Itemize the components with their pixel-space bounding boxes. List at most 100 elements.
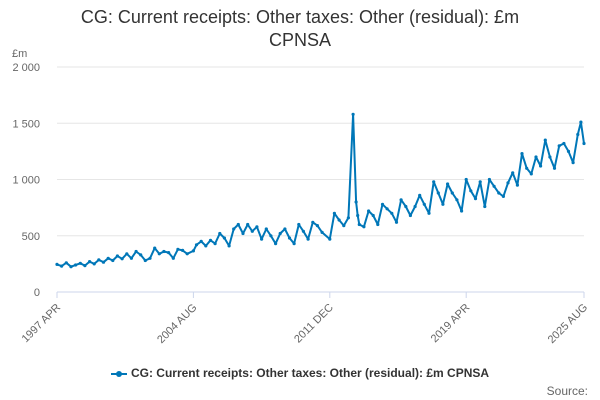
- data-point[interactable]: [487, 177, 491, 182]
- data-point[interactable]: [356, 213, 360, 218]
- data-point[interactable]: [385, 207, 389, 211]
- data-point[interactable]: [380, 202, 385, 206]
- data-point[interactable]: [181, 248, 185, 252]
- data-point[interactable]: [292, 242, 296, 246]
- data-point[interactable]: [78, 261, 82, 265]
- data-point[interactable]: [566, 149, 571, 153]
- data-point[interactable]: [241, 231, 245, 236]
- data-point[interactable]: [148, 256, 152, 260]
- data-point[interactable]: [404, 204, 408, 209]
- data-point[interactable]: [222, 236, 226, 240]
- data-point[interactable]: [539, 164, 543, 168]
- data-point[interactable]: [232, 227, 236, 231]
- data-point[interactable]: [408, 213, 412, 218]
- data-point[interactable]: [274, 242, 278, 246]
- data-point[interactable]: [125, 252, 129, 256]
- data-point[interactable]: [501, 194, 505, 198]
- data-point[interactable]: [101, 260, 106, 264]
- data-point[interactable]: [60, 264, 64, 268]
- data-point[interactable]: [92, 262, 96, 266]
- data-point[interactable]: [562, 141, 566, 146]
- data-point[interactable]: [422, 202, 426, 206]
- data-point[interactable]: [129, 256, 133, 260]
- data-point[interactable]: [446, 182, 450, 186]
- data-point[interactable]: [460, 209, 464, 213]
- data-point[interactable]: [328, 237, 332, 241]
- data-point[interactable]: [362, 225, 366, 229]
- data-point[interactable]: [55, 262, 59, 266]
- data-point[interactable]: [115, 254, 119, 258]
- data-point[interactable]: [582, 141, 586, 146]
- data-point[interactable]: [367, 209, 371, 213]
- data-point[interactable]: [246, 222, 250, 227]
- data-point[interactable]: [199, 239, 203, 243]
- data-point[interactable]: [83, 264, 87, 268]
- data-point[interactable]: [255, 225, 259, 229]
- data-point[interactable]: [97, 258, 101, 262]
- data-point[interactable]: [139, 253, 143, 257]
- data-point[interactable]: [332, 211, 336, 215]
- data-point[interactable]: [492, 184, 496, 188]
- data-point[interactable]: [191, 249, 195, 253]
- data-point[interactable]: [427, 211, 431, 215]
- data-point[interactable]: [106, 256, 110, 260]
- data-point[interactable]: [64, 261, 68, 265]
- data-point[interactable]: [418, 193, 422, 197]
- data-point[interactable]: [342, 224, 346, 228]
- data-point[interactable]: [269, 234, 273, 238]
- data-point[interactable]: [315, 224, 319, 228]
- data-point[interactable]: [529, 172, 533, 176]
- data-point[interactable]: [250, 229, 254, 233]
- data-point[interactable]: [311, 220, 315, 224]
- data-point[interactable]: [306, 237, 310, 241]
- data-point[interactable]: [534, 155, 538, 159]
- data-point[interactable]: [511, 171, 515, 175]
- data-point[interactable]: [543, 138, 547, 142]
- data-point[interactable]: [162, 249, 166, 254]
- data-point[interactable]: [227, 244, 231, 248]
- data-point[interactable]: [520, 152, 524, 156]
- data-point[interactable]: [506, 181, 510, 185]
- data-point[interactable]: [432, 180, 436, 184]
- data-point[interactable]: [455, 198, 459, 202]
- data-point[interactable]: [167, 251, 171, 255]
- source-label[interactable]: Source:: [546, 384, 588, 398]
- data-point[interactable]: [134, 249, 138, 254]
- data-point[interactable]: [153, 246, 157, 250]
- data-point[interactable]: [204, 244, 208, 248]
- data-point[interactable]: [413, 204, 417, 209]
- data-point[interactable]: [283, 227, 287, 231]
- legend[interactable]: CG: Current receipts: Other taxes: Other…: [0, 366, 600, 380]
- data-point[interactable]: [176, 247, 180, 251]
- data-point[interactable]: [390, 211, 394, 215]
- data-point[interactable]: [497, 191, 501, 195]
- data-point[interactable]: [478, 180, 482, 184]
- data-point[interactable]: [301, 229, 305, 233]
- data-point[interactable]: [469, 189, 473, 193]
- data-point[interactable]: [450, 191, 454, 195]
- data-point[interactable]: [354, 200, 358, 204]
- data-point[interactable]: [579, 120, 583, 124]
- data-point[interactable]: [436, 191, 440, 195]
- data-point[interactable]: [371, 213, 375, 218]
- data-point[interactable]: [218, 231, 222, 236]
- data-point[interactable]: [69, 265, 73, 269]
- data-point[interactable]: [394, 220, 399, 224]
- data-point[interactable]: [357, 222, 361, 227]
- data-point[interactable]: [320, 230, 324, 234]
- data-point[interactable]: [88, 260, 92, 264]
- data-point[interactable]: [376, 222, 380, 227]
- data-point[interactable]: [236, 222, 240, 227]
- data-point[interactable]: [260, 237, 264, 241]
- data-point[interactable]: [571, 161, 575, 165]
- data-point[interactable]: [337, 218, 341, 222]
- data-point[interactable]: [346, 216, 350, 220]
- data-point[interactable]: [351, 112, 355, 116]
- data-point[interactable]: [483, 204, 487, 209]
- data-point[interactable]: [557, 144, 561, 148]
- data-point[interactable]: [74, 263, 78, 267]
- data-point[interactable]: [464, 177, 468, 182]
- data-point[interactable]: [185, 252, 189, 256]
- data-point[interactable]: [157, 252, 161, 256]
- data-point[interactable]: [576, 132, 580, 137]
